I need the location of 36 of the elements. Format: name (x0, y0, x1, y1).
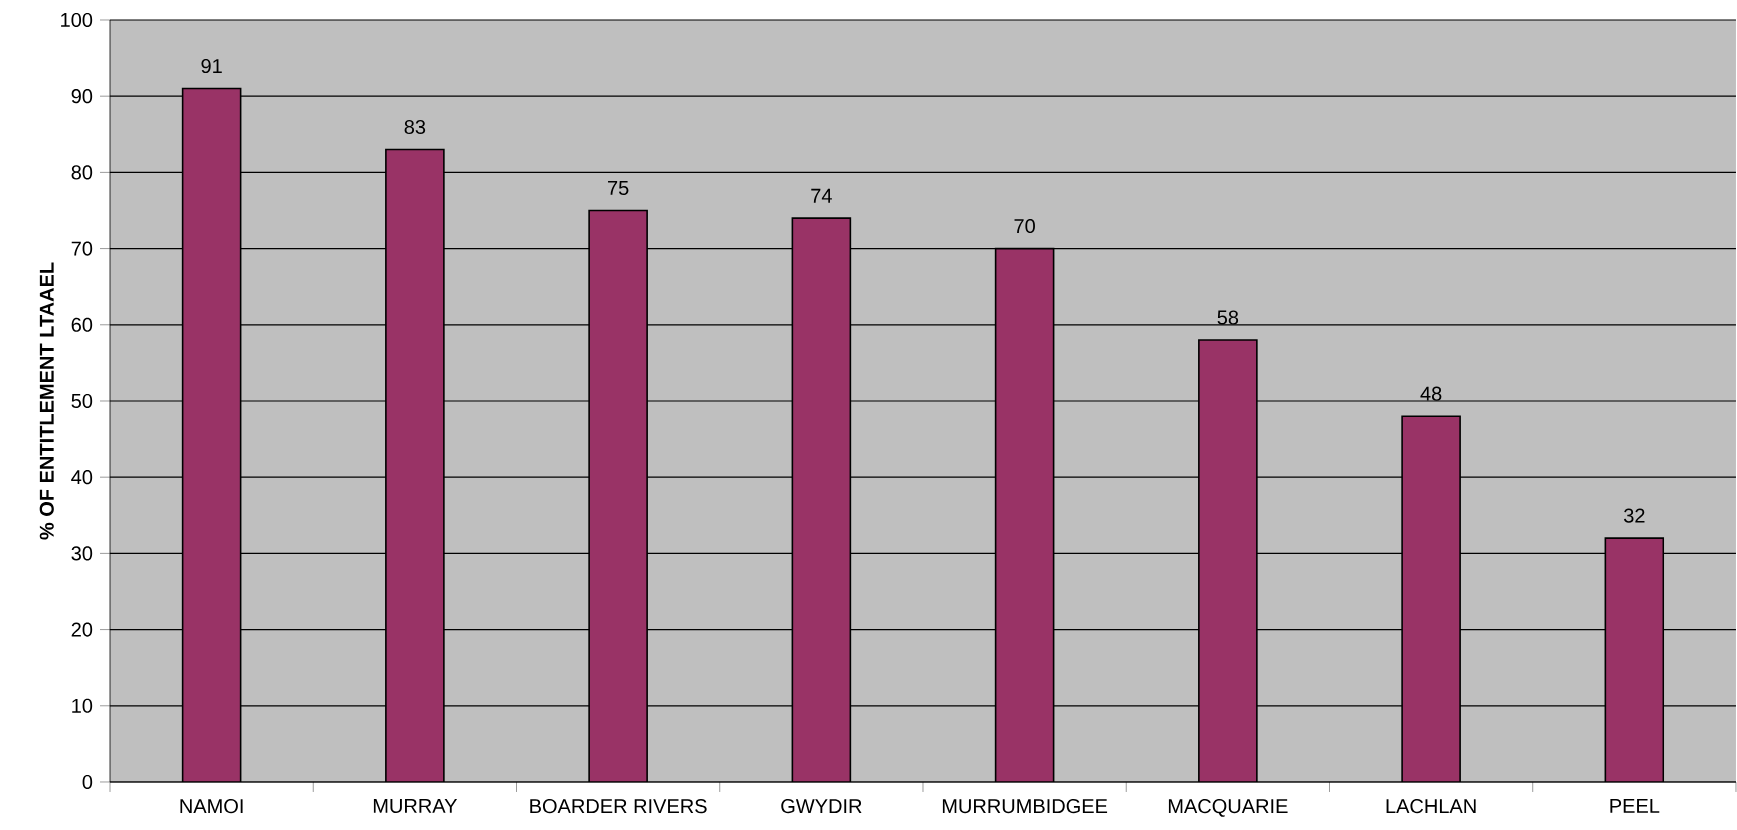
bar (1401, 415, 1461, 782)
data-label: 75 (608, 181, 629, 196)
data-label: 74 (811, 188, 832, 203)
bar (994, 247, 1055, 782)
y-tick-label: 100 (61, 12, 93, 28)
x-tick-label: LACHLAN (1386, 799, 1476, 814)
x-tick-label: MACQUARIE (1168, 799, 1288, 817)
x-tick-label: PEEL (1610, 799, 1660, 813)
x-tick-label: NAMOI (180, 799, 243, 814)
y-tick-label: 60 (71, 317, 93, 332)
bar (791, 217, 852, 782)
bar (1198, 339, 1258, 782)
y-tick-label: 90 (71, 89, 93, 104)
data-label: 32 (1623, 508, 1645, 523)
bar (1604, 537, 1665, 782)
y-tick-label: 10 (72, 698, 93, 713)
y-tick-label: 30 (71, 546, 93, 561)
y-tick-label: 50 (71, 393, 93, 409)
y-tick-label: 20 (71, 622, 93, 637)
x-tick-label: BOARDER RIVERS (530, 799, 707, 814)
y-axis-title: % OF ENTITLEMENT LTAAEL (39, 262, 54, 540)
data-label: 91 (201, 58, 222, 74)
y-tick-label: 0 (82, 774, 93, 790)
x-tick-label: MURRUMBIDGEE (942, 799, 1108, 814)
bar (588, 209, 648, 782)
data-label: 70 (1014, 218, 1035, 234)
y-tick-label: 80 (71, 165, 93, 180)
bar (385, 148, 445, 782)
data-label: 48 (1420, 386, 1442, 401)
y-tick-label: 40 (71, 470, 93, 485)
x-tick-label: GWYDIR (781, 799, 862, 814)
bar (181, 87, 242, 782)
data-label: 58 (1217, 310, 1239, 325)
data-label: 83 (404, 119, 426, 135)
y-tick-label: 70 (71, 241, 93, 256)
x-tick-label: MURRAY (373, 799, 458, 813)
